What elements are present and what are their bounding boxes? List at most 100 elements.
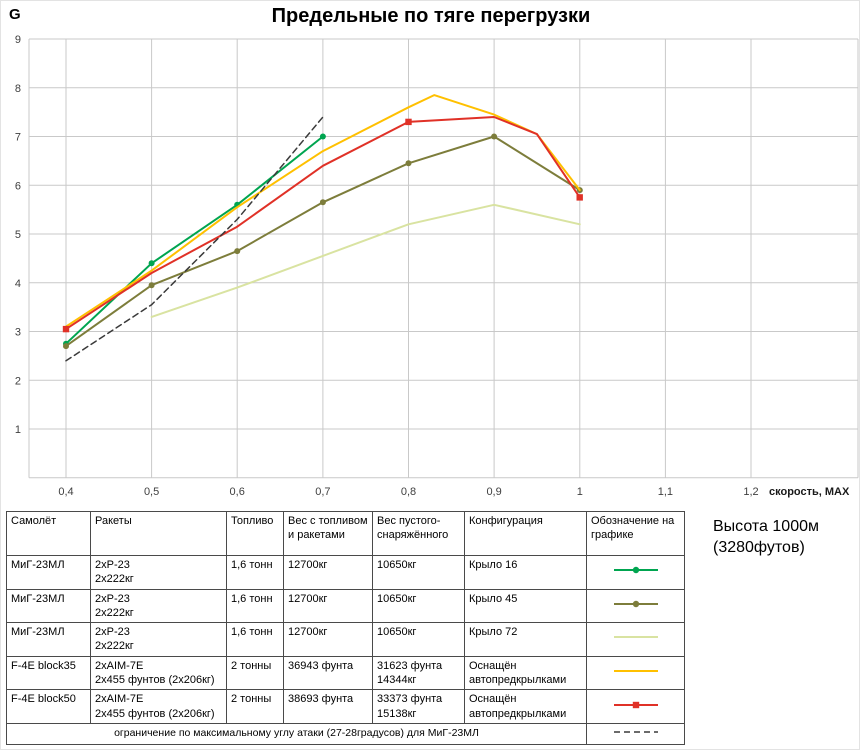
table-cell: 2 тонны	[226, 689, 284, 724]
column-header: Конфигурация	[464, 511, 587, 556]
series-marker-4	[62, 325, 70, 333]
table-cell: 10650кг	[372, 555, 465, 590]
altitude-line-1: Высота 1000м	[713, 518, 819, 535]
series-line-5	[65, 116, 324, 362]
series-marker-4	[405, 118, 412, 126]
y-tick-label: 8	[15, 83, 21, 95]
legend-cell	[586, 588, 685, 624]
table-header: Самолёт Ракеты Топливо Вес с топливом и рак…	[6, 511, 685, 556]
x-tick-label: 0,9	[486, 486, 501, 498]
legend-cell	[586, 722, 685, 746]
column-header: Топливо	[226, 511, 284, 556]
footer-note: ограничение по максимальному углу атаки …	[6, 722, 587, 746]
y-tick-label: 1	[15, 424, 21, 436]
column-header: Обозначение на графике	[586, 511, 685, 556]
table-cell: 2хAIM-7E 2х455 фунтов (2х206кг)	[90, 655, 227, 691]
table-row: МиГ-23МЛ 2хР-23 2х222кг 1,6 тонн 12700кг 106…	[6, 555, 685, 590]
x-tick-label: 0,5	[144, 486, 159, 498]
legend-symbol	[613, 566, 658, 574]
legend-symbol	[613, 701, 658, 708]
series-marker-1	[234, 248, 241, 255]
table-cell: 1,6 тонн	[226, 622, 284, 657]
legend-marker	[632, 600, 639, 607]
table-cell: 31623 фунта 14344кг	[372, 655, 465, 691]
table-cell: 2хР-23 2х222кг	[90, 555, 227, 590]
table-cell: МиГ-23МЛ	[6, 588, 91, 624]
table-cell: Крыло 45	[464, 588, 587, 624]
legend-cell	[586, 555, 685, 590]
x-tick-label: 0,4	[58, 486, 73, 498]
series-marker-1	[148, 282, 155, 289]
series-marker-1	[491, 133, 498, 140]
y-tick-label: 5	[15, 229, 21, 241]
altitude-note: Высота 1000м (3280футов)	[713, 517, 819, 559]
line-chart: 0,4 0,5 0,6 0,7 0,8 0,9 1 1,1 1,2 9 8 7 6 5 4 3 2 1 скорос…	[9, 6, 859, 498]
chart-title: Предельные по тяге перегрузки	[271, 5, 591, 27]
table-cell: 38693 фунта	[283, 689, 373, 724]
table-cell: 2хР-23 2х222кг	[90, 588, 227, 624]
table-row: МиГ-23МЛ 2хР-23 2х222кг 1,6 тонн 12700кг 106…	[6, 588, 685, 624]
legend-cell	[586, 655, 685, 691]
y-tick-label: 3	[15, 327, 21, 339]
table-cell: 2 тонны	[226, 655, 284, 691]
x-tick-label: 1,2	[743, 486, 758, 498]
table-cell: 12700кг	[283, 555, 373, 590]
series-marker-0	[148, 260, 155, 267]
legend-cell	[586, 689, 685, 724]
series-marker-0	[319, 133, 326, 140]
table-cell: Крыло 72	[464, 622, 587, 657]
x-tick-label: 1	[577, 486, 583, 498]
series-marker-4	[576, 194, 583, 201]
series-line-2	[150, 203, 581, 318]
column-header: Вес с топливом и ракетами	[283, 511, 373, 556]
legend-cell	[586, 622, 685, 657]
table-cell: 12700кг	[283, 622, 373, 657]
series-marker-1	[319, 199, 326, 206]
table-cell: МиГ-23МЛ	[6, 555, 91, 590]
series-line-0	[65, 135, 324, 345]
y-tick-label: 7	[15, 132, 21, 144]
table-cell: F-4E block35	[6, 655, 91, 691]
table-cell: F-4E block50	[6, 689, 91, 724]
legend-symbol	[613, 731, 658, 733]
y-tick-label: 9	[15, 34, 21, 46]
table-row: F-4E block50 2хAIM-7E 2х455 фунтов (2х206…	[6, 689, 685, 724]
y-tick-label: 2	[15, 375, 21, 387]
series-line-4	[65, 116, 581, 331]
table-row: МиГ-23МЛ 2хР-23 2х222кг 1,6 тонн 12700кг 106…	[6, 622, 685, 657]
column-header: Ракеты	[90, 511, 227, 556]
table-cell: 36943 фунта	[283, 655, 373, 691]
table-cell: 1,6 тонн	[226, 555, 284, 590]
table-cell: МиГ-23МЛ	[6, 622, 91, 657]
table-cell: 10650кг	[372, 622, 465, 657]
table-cell: Оснащён автопредкрылками	[464, 689, 587, 724]
x-tick-label: 1,1	[658, 486, 673, 498]
legend-symbol	[613, 669, 658, 672]
column-header: Вес пустого-снаряжённого	[372, 511, 465, 556]
y-axis-label: G	[9, 6, 21, 23]
legend-marker	[632, 566, 639, 574]
table-cell: 2хР-23 2х222кг	[90, 622, 227, 657]
table-cell: 10650кг	[372, 588, 465, 624]
legend-marker	[632, 701, 639, 708]
x-tick-label: 0,8	[401, 486, 416, 498]
legend-symbol	[613, 636, 658, 639]
series-marker-1	[63, 343, 69, 350]
table-cell: 33373 фунта 15138кг	[372, 689, 465, 724]
table-body: МиГ-23МЛ 2хР-23 2х222кг 1,6 тонн 12700кг 106…	[6, 555, 685, 746]
x-axis-label: скорость, MAX	[769, 486, 850, 498]
x-tick-label: 0,6	[230, 486, 245, 498]
legend-symbol	[613, 600, 658, 607]
table-header-row: Самолёт Ракеты Топливо Вес с топливом и рак…	[6, 511, 685, 556]
aircraft-spec-table: Самолёт Ракеты Топливо Вес с топливом и рак…	[6, 511, 685, 746]
table-cell: Оснащён автопредкрылками	[464, 655, 587, 691]
altitude-line-2: (3280футов)	[713, 538, 805, 556]
x-tick-label: 0,7	[315, 486, 330, 498]
column-header: Самолёт	[6, 511, 91, 556]
y-tick-label: 6	[15, 180, 21, 192]
table-row: F-4E block35 2хAIM-7E 2х455 фунтов (2х206…	[6, 655, 685, 691]
series-marker-1	[405, 160, 412, 167]
table-cell: 12700кг	[283, 588, 373, 624]
table-cell: 2хAIM-7E 2х455 фунтов (2х206кг)	[90, 689, 227, 724]
